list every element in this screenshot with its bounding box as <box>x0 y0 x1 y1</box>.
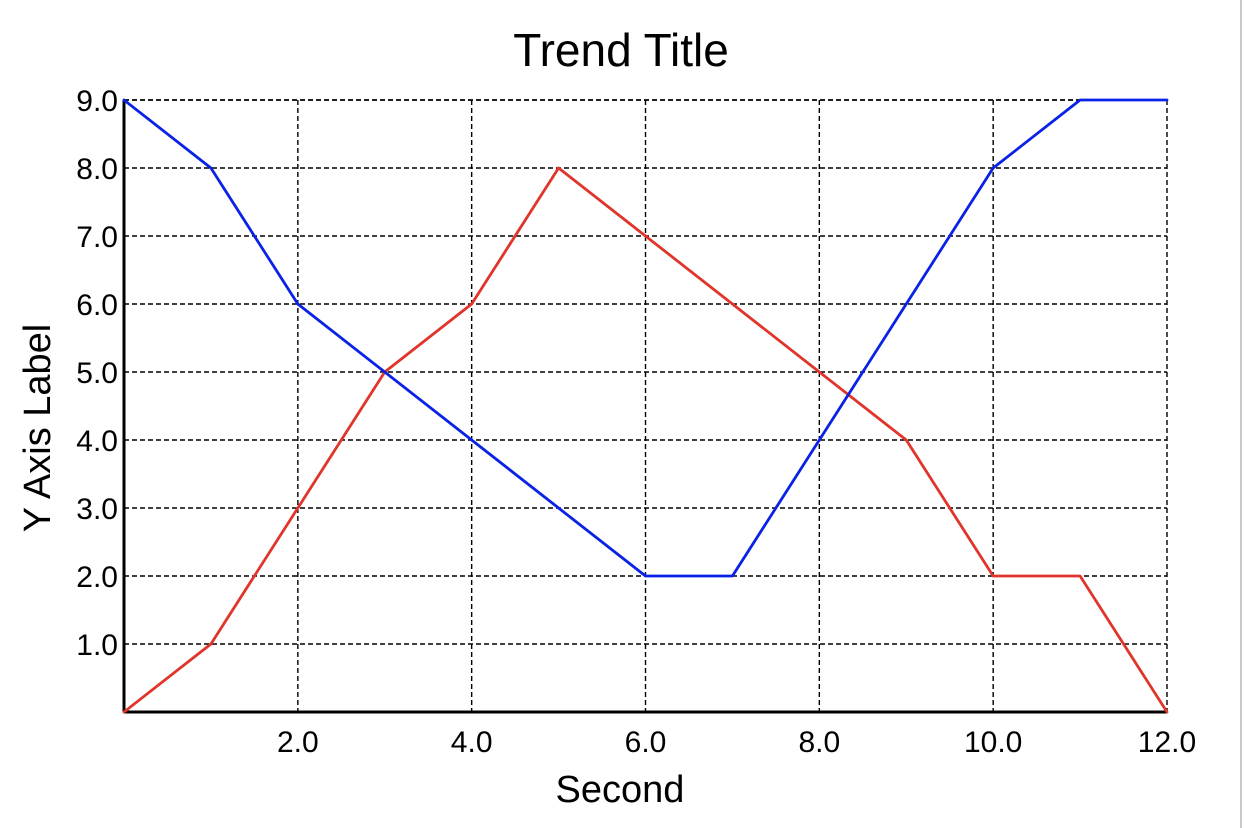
series-line-1 <box>122 166 1169 714</box>
x-tick-label: 6.0 <box>625 726 667 759</box>
tick-labels: 1.0 2.0 3.0 4.0 5.0 6.0 7.0 8.0 9.0 2.0 4.0 6.0 8.0 1… <box>76 85 1196 759</box>
y-tick-label: 5.0 <box>76 357 118 390</box>
chart-title: Trend Title <box>513 24 729 76</box>
x-tick-label: 8.0 <box>798 726 840 759</box>
series-lines <box>122 98 1169 714</box>
y-tick-label: 7.0 <box>76 221 118 254</box>
series-line-2 <box>122 98 1169 578</box>
x-axis-label: Second <box>556 769 685 811</box>
x-tick-label: 4.0 <box>451 726 493 759</box>
y-tick-label: 4.0 <box>76 425 118 458</box>
y-tick-label: 1.0 <box>76 629 118 662</box>
y-tick-label: 9.0 <box>76 85 118 118</box>
axes <box>122 100 1167 714</box>
x-tick-label: 10.0 <box>964 726 1022 759</box>
grid <box>124 99 1168 712</box>
y-tick-label: 2.0 <box>76 561 118 594</box>
x-tick-label: 2.0 <box>277 726 319 759</box>
y-tick-label: 8.0 <box>76 153 118 186</box>
y-tick-label: 6.0 <box>76 289 118 322</box>
y-axis-label: Y Axis Label <box>17 324 59 532</box>
y-tick-label: 3.0 <box>76 493 118 526</box>
x-tick-label: 12.0 <box>1138 726 1196 759</box>
